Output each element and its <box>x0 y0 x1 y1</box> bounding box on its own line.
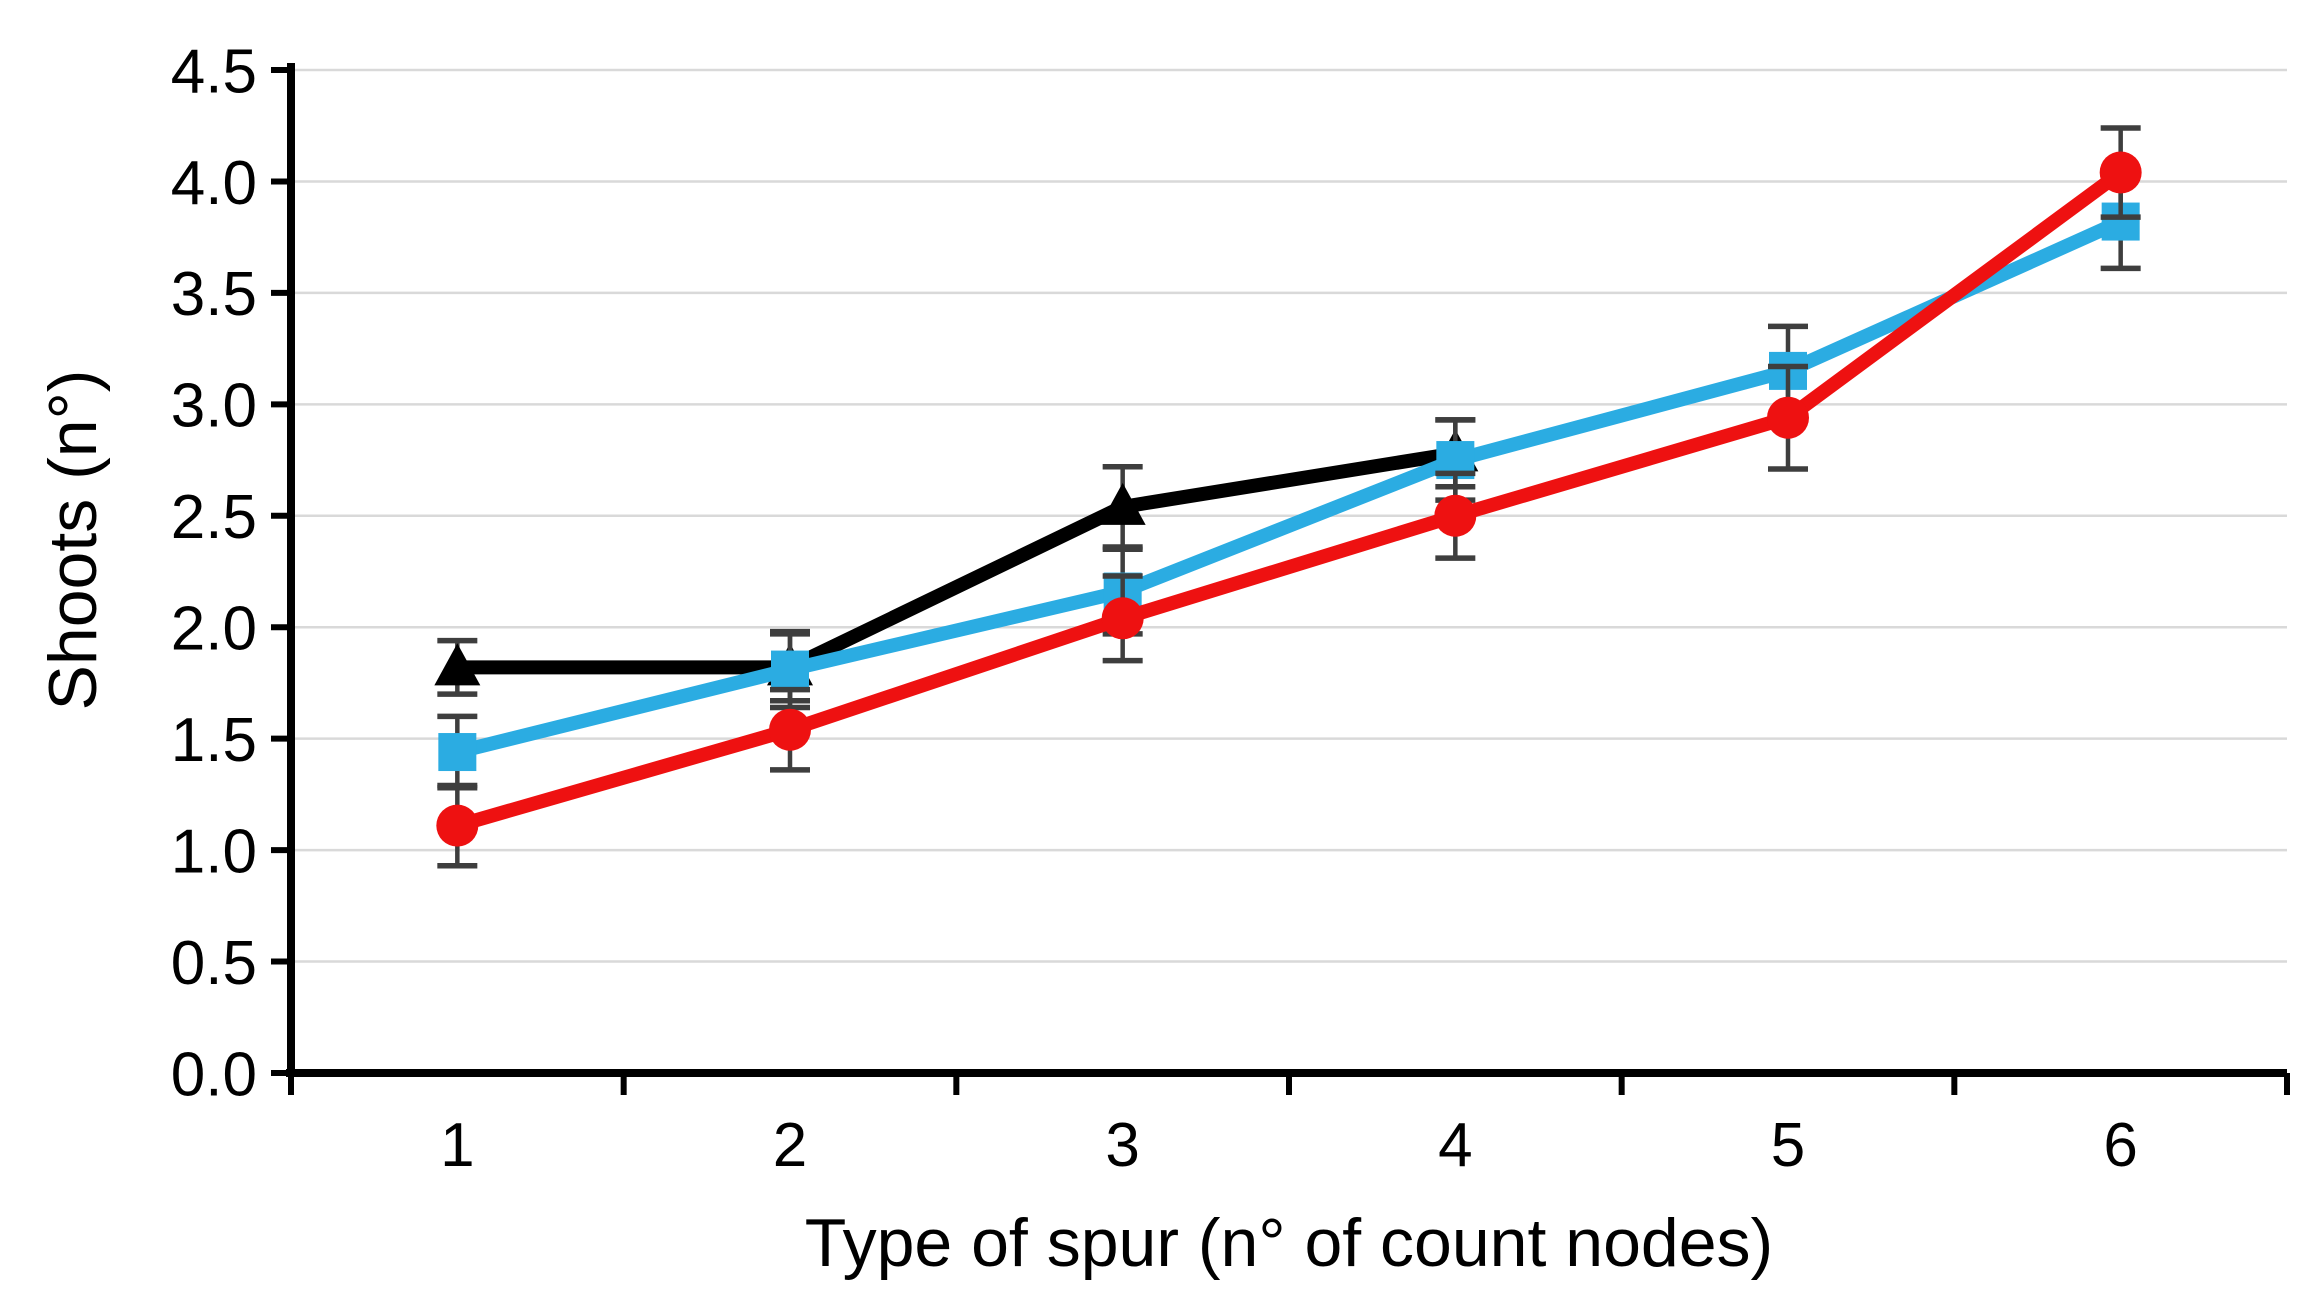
y-tick-label: 1.0 <box>171 817 257 886</box>
y-tick-label: 4.0 <box>171 149 257 218</box>
gridlines <box>291 68 2287 963</box>
red-circle-series-marker <box>436 804 479 847</box>
x-tick-label: 5 <box>1771 1111 1805 1180</box>
y-tick-label: 2.5 <box>171 483 257 552</box>
y-axis-title: Shoots (n°) <box>35 370 111 711</box>
red-circle-series-marker <box>1767 396 1809 439</box>
y-tick-label: 2.0 <box>171 595 257 664</box>
tick-labels: 0.0 0.5 1.0 1.5 2.0 2.5 3.0 3.5 4.0 4.5 1 2 3 4 5 6 <box>171 37 2138 1180</box>
red-circle-series <box>436 125 2142 869</box>
black-triangle-series-line <box>450 446 1463 675</box>
data-series <box>434 125 2142 869</box>
y-tick-label: 4.5 <box>171 37 257 106</box>
y-tick-label: 0.5 <box>171 929 257 998</box>
red-circle-series-line <box>450 165 2128 833</box>
blue-square-series-line <box>450 214 2128 760</box>
black-triangle-series-marker <box>434 643 481 686</box>
blue-square-series-marker <box>771 650 809 689</box>
red-circle-series-marker <box>2099 151 2142 194</box>
black-triangle-series-marker <box>1099 482 1146 525</box>
red-circle-series-marker <box>1434 494 1477 537</box>
red-circle-series-marker <box>1101 597 1144 640</box>
x-tick-label: 2 <box>773 1111 807 1180</box>
red-circle-series-marker <box>769 708 811 751</box>
x-tick-label: 6 <box>2103 1111 2137 1180</box>
y-tick-label: 1.5 <box>171 706 257 775</box>
axes <box>271 63 2290 1095</box>
y-tick-label: 3.5 <box>171 260 257 329</box>
x-tick-label: 4 <box>1438 1111 1472 1180</box>
y-tick-label: 0.0 <box>171 1040 257 1109</box>
x-tick-label: 3 <box>1105 1111 1139 1180</box>
y-tick-label: 3.0 <box>171 372 257 441</box>
blue-square-series-marker <box>438 733 477 772</box>
x-axis-title: Type of spur (n° of count nodes) <box>805 1205 1773 1281</box>
x-tick-label: 1 <box>440 1111 474 1180</box>
